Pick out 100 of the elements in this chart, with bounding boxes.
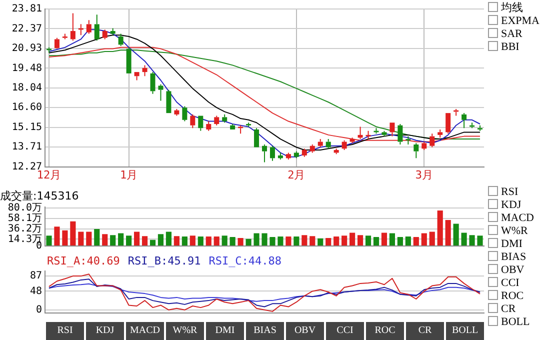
text: MACD [501, 212, 534, 224]
text: DMI [206, 322, 244, 340]
candlestick [134, 72, 140, 81]
candlestick [198, 116, 204, 132]
candlestick [318, 138, 323, 148]
bar [222, 236, 228, 246]
text: BIAS [501, 251, 526, 263]
y-tick-label: 22.37 [12, 23, 42, 34]
bar [78, 232, 84, 246]
text: BBI [501, 41, 520, 53]
bar [421, 233, 427, 246]
text: RSI_C:44.88 [208, 254, 282, 268]
bar [94, 228, 100, 246]
candlestick [478, 124, 483, 132]
bar [206, 236, 212, 246]
text: OBV [286, 322, 324, 340]
text: W%R [501, 225, 528, 237]
candlestick [238, 124, 244, 134]
bar [278, 236, 284, 246]
bar [350, 232, 356, 246]
candlestick [278, 152, 283, 160]
y-tick-label: 48 [30, 286, 42, 297]
text: RSI [46, 322, 84, 340]
candlestick [254, 128, 260, 148]
candlestick [414, 142, 419, 159]
candlestick [382, 130, 387, 137]
bar [174, 236, 180, 246]
candlestick [334, 148, 339, 155]
bar [405, 236, 411, 246]
bar [158, 234, 164, 246]
chart-title: 成交量:145316 [0, 189, 79, 202]
y-tick-label: 36.2万 [8, 223, 42, 234]
bar [118, 233, 124, 246]
x-tick-label: 1月 [120, 168, 138, 182]
x-tick-label: 3月 [415, 168, 433, 182]
bar [126, 236, 132, 246]
bar [102, 234, 108, 246]
candlestick [342, 140, 347, 150]
candlestick [246, 122, 252, 128]
candlestick [430, 133, 435, 148]
bar [437, 210, 443, 246]
bar [214, 236, 220, 246]
text: BOLL [501, 316, 530, 328]
x-tick-label: 2月 [288, 168, 306, 182]
y-tick-label: 18.04 [12, 82, 42, 94]
text: CR [501, 303, 516, 315]
bar [270, 237, 276, 246]
candlestick [286, 152, 291, 160]
bar [246, 238, 252, 246]
bar [469, 235, 475, 246]
y-tick-label: 58.1万 [8, 213, 42, 224]
candlestick [102, 29, 108, 40]
bar [334, 236, 340, 246]
candlestick [190, 114, 196, 129]
candlestick [390, 122, 395, 137]
candlestick [446, 113, 451, 134]
bar [453, 224, 459, 246]
bar [166, 232, 172, 246]
bar [429, 232, 435, 246]
y-tick-label: 87 [30, 270, 42, 282]
candlestick [142, 64, 148, 77]
candlestick [422, 141, 427, 150]
y-tick-label: 23.81 [12, 4, 42, 15]
candlestick [358, 126, 363, 140]
text: CR [406, 322, 444, 340]
y-tick-label: 80.0万 [8, 202, 42, 214]
candlestick [270, 145, 275, 162]
bar [445, 220, 451, 246]
bar [381, 232, 388, 246]
candlestick [54, 37, 60, 48]
text: OBV [501, 264, 524, 276]
candlestick [262, 144, 267, 163]
bar [198, 236, 204, 246]
candlestick [366, 130, 371, 140]
candlestick [158, 84, 164, 102]
bar [461, 232, 467, 246]
bar [62, 230, 68, 246]
bar [150, 240, 156, 246]
bar [286, 236, 292, 246]
bar [238, 238, 244, 246]
text: BIAS [246, 322, 284, 340]
text: KDJ [86, 322, 124, 340]
series-label: RSI_A:40.69 [47, 254, 120, 268]
bar [54, 226, 60, 246]
y-tick-label: 20.93 [12, 42, 42, 54]
bar [110, 235, 116, 246]
text: SAR [501, 28, 522, 40]
candlestick [406, 136, 411, 146]
bar [142, 236, 148, 246]
bar [326, 238, 332, 246]
candlestick [214, 115, 220, 126]
candlestick [230, 124, 236, 130]
candlestick [94, 14, 100, 42]
bar [413, 237, 419, 246]
text: CCI [501, 277, 520, 289]
bar [70, 221, 76, 246]
candlestick [118, 33, 124, 47]
bar [389, 233, 396, 246]
candlestick [70, 12, 76, 42]
text: 均线 [501, 2, 523, 14]
